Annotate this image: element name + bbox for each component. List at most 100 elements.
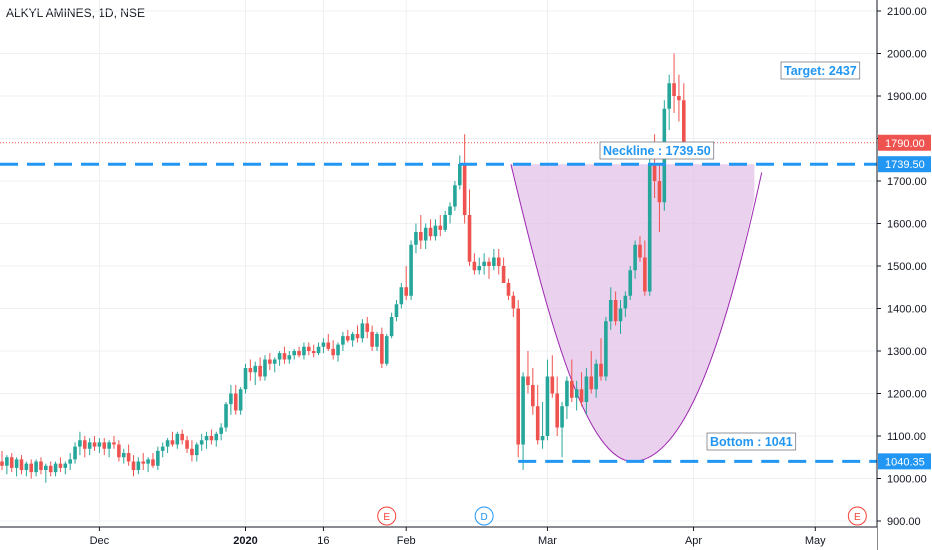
candle-body[interactable] (39, 461, 43, 471)
candle-body[interactable] (48, 465, 53, 473)
candle-body[interactable] (526, 376, 530, 386)
candle-body[interactable] (472, 261, 477, 271)
candle-body[interactable] (599, 363, 603, 377)
candle-body[interactable] (579, 389, 584, 402)
candle-body[interactable] (229, 393, 233, 405)
candle-body[interactable] (272, 359, 277, 364)
candle-body[interactable] (219, 427, 223, 434)
candle-body[interactable] (521, 376, 525, 445)
candle-body[interactable] (506, 283, 511, 296)
candle-body[interactable] (638, 244, 642, 258)
candle-body[interactable] (565, 380, 569, 407)
candle-body[interactable] (316, 346, 321, 354)
candle-body[interactable] (667, 83, 671, 109)
candle-body[interactable] (574, 389, 579, 398)
candle-body[interactable] (151, 459, 155, 466)
candle-body[interactable] (29, 463, 34, 473)
candle-body[interactable] (511, 295, 516, 309)
candle-body[interactable] (331, 348, 335, 356)
candle-body[interactable] (584, 376, 589, 403)
candle-body[interactable] (384, 336, 389, 364)
candle-body[interactable] (613, 300, 618, 322)
candle-body[interactable] (9, 457, 14, 468)
candle-body[interactable] (214, 433, 219, 441)
candle-body[interactable] (253, 365, 258, 373)
candle-body[interactable] (633, 244, 637, 271)
candle-body[interactable] (355, 334, 360, 339)
candle-body[interactable] (604, 321, 608, 377)
event-marker-e[interactable] (847, 506, 867, 526)
candle-body[interactable] (58, 463, 63, 468)
candle-body[interactable] (453, 185, 457, 207)
candle-body[interactable] (131, 461, 136, 471)
candle-body[interactable] (501, 266, 506, 283)
candle-body[interactable] (423, 227, 428, 241)
candle-body[interactable] (608, 300, 613, 322)
candle-body[interactable] (263, 359, 267, 377)
candle-body[interactable] (350, 334, 355, 341)
candle-body[interactable] (448, 206, 452, 216)
candle-body[interactable] (672, 83, 676, 96)
event-marker-e[interactable] (377, 506, 397, 526)
candle-body[interactable] (224, 404, 228, 428)
candle-body[interactable] (92, 442, 97, 447)
candle-body[interactable] (53, 463, 58, 473)
candle-body[interactable] (73, 446, 77, 460)
candle-body[interactable] (112, 442, 116, 445)
candle-body[interactable] (345, 336, 350, 341)
candle-body[interactable] (457, 164, 462, 186)
candle-body[interactable] (443, 215, 447, 230)
candle-body[interactable] (360, 323, 365, 339)
candle-body[interactable] (268, 359, 272, 364)
candle-body[interactable] (204, 436, 209, 441)
candle-body[interactable] (433, 225, 438, 237)
candle-body[interactable] (589, 376, 594, 390)
candle-body[interactable] (594, 363, 598, 390)
candle-body[interactable] (287, 355, 292, 360)
candle-body[interactable] (545, 376, 550, 437)
candle-body[interactable] (394, 304, 399, 317)
candle-body[interactable] (14, 459, 19, 468)
candle-body[interactable] (389, 317, 394, 337)
candle-body[interactable] (380, 334, 384, 364)
candle-body[interactable] (643, 257, 647, 292)
candle-body[interactable] (160, 446, 165, 451)
candle-body[interactable] (341, 336, 345, 345)
candle-body[interactable] (682, 100, 686, 143)
candle-body[interactable] (78, 440, 82, 447)
candle-body[interactable] (190, 448, 194, 456)
candle-body[interactable] (623, 295, 628, 309)
candle-body[interactable] (209, 436, 214, 441)
candle-body[interactable] (19, 459, 24, 470)
candle-body[interactable] (321, 342, 326, 347)
candle-body[interactable] (482, 261, 486, 266)
candle-body[interactable] (428, 227, 433, 237)
candle-body[interactable] (238, 389, 243, 411)
candle-body[interactable] (87, 442, 92, 449)
candle-body[interactable] (496, 257, 501, 267)
candle-body[interactable] (531, 385, 535, 407)
candle-body[interactable] (399, 287, 404, 305)
candle-body[interactable] (516, 308, 521, 445)
candle-body[interactable] (550, 376, 555, 394)
candle-body[interactable] (404, 287, 409, 296)
candle-body[interactable] (326, 342, 331, 349)
candle-body[interactable] (414, 232, 418, 245)
candle-body[interactable] (248, 368, 253, 373)
candle-body[interactable] (117, 444, 121, 458)
candle-body[interactable] (487, 261, 491, 266)
candle-body[interactable] (44, 465, 48, 470)
candle-body[interactable] (121, 453, 126, 458)
candle-body[interactable] (492, 257, 496, 267)
candle-body[interactable] (63, 463, 68, 468)
candle-body[interactable] (336, 344, 340, 356)
candle-body[interactable] (141, 461, 146, 464)
candle-body[interactable] (136, 461, 141, 471)
candle-body[interactable] (535, 406, 540, 441)
candle-body[interactable] (102, 442, 107, 449)
candle-body[interactable] (297, 351, 301, 356)
candle-body[interactable] (365, 323, 370, 332)
candle-body[interactable] (657, 181, 662, 203)
candle-body[interactable] (375, 334, 379, 347)
